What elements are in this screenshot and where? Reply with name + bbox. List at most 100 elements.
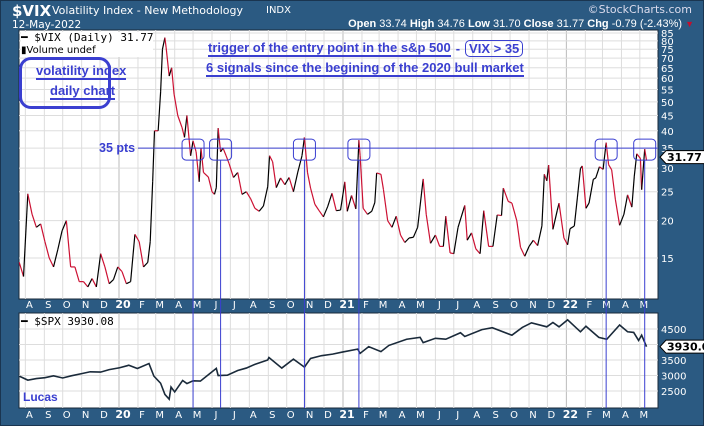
vix-segment <box>198 148 202 182</box>
vix-panel <box>18 29 659 300</box>
y-tick-label: 3000 <box>661 372 686 383</box>
x-tick-label: O <box>63 410 71 421</box>
vix-segment <box>359 155 364 209</box>
vix-segment <box>314 203 320 212</box>
vix-segment <box>195 151 200 182</box>
security-name: Volatility Index - New Methodology <box>52 4 243 17</box>
legend-line-icon: ━ <box>21 315 28 328</box>
last-value-text: 3930.08 <box>667 341 704 354</box>
x-tick-label: M <box>639 410 648 421</box>
y-tick-label: 20 <box>661 217 674 228</box>
vix-segment <box>215 128 219 188</box>
vix-segment <box>532 239 539 246</box>
vix-segment <box>165 47 170 77</box>
vix-segment <box>627 194 633 208</box>
vix-segment <box>585 202 590 209</box>
vix-segment <box>502 187 509 202</box>
x-tick-label: A <box>175 410 182 421</box>
y-tick-label: 25 <box>661 188 674 199</box>
vix-segment <box>100 253 106 268</box>
y-tick-label: 55 <box>661 85 674 96</box>
y-tick-label: 85 <box>661 29 674 40</box>
x-tick-label: J <box>455 410 459 421</box>
x-tick-label: A <box>26 410 33 421</box>
vix-segment <box>269 155 274 163</box>
vix-segment <box>516 220 522 248</box>
vix-segment <box>344 181 348 212</box>
low-label: Low <box>467 18 490 30</box>
x-tick-label: J <box>214 410 218 421</box>
vix-segment <box>631 176 635 208</box>
vix-segment <box>309 187 316 205</box>
vix-segment <box>581 165 587 209</box>
x-tick-label: A <box>250 300 257 311</box>
vix-segment <box>376 172 382 175</box>
copyright[interactable]: ©StockCharts.com <box>587 3 692 16</box>
x-tick-label: A <box>250 410 257 421</box>
vix-segment <box>464 205 468 241</box>
vix-segment <box>614 199 621 226</box>
x-tick-label: O <box>287 410 295 421</box>
vix-segment <box>220 147 224 153</box>
annotation-headline: trigger of the entry point in the s&p 50… <box>208 40 451 57</box>
vix-segment <box>470 232 477 249</box>
x-tick-label: 21 <box>339 408 354 421</box>
vix-segment <box>500 188 504 216</box>
vix-segment <box>619 214 625 226</box>
vix-segment <box>149 181 154 242</box>
vix-segment <box>134 234 140 243</box>
vix-segment <box>171 67 175 95</box>
vix-segment <box>457 205 466 228</box>
vix-segment <box>395 216 402 236</box>
vix-segment <box>350 195 357 210</box>
x-tick-label: D <box>548 300 556 311</box>
vix-segment <box>412 227 419 238</box>
vix-segment <box>177 115 183 128</box>
vix-segment <box>52 249 59 268</box>
y-tick-label: 80 <box>661 37 674 48</box>
vix-segment <box>636 153 641 159</box>
vix-segment <box>537 225 543 246</box>
vix-segment <box>573 197 578 227</box>
vix-segment <box>303 137 309 173</box>
vix-segment <box>483 210 490 247</box>
vix-segment <box>121 271 127 284</box>
vix-segment <box>48 257 55 268</box>
x-tick-label: A <box>399 300 406 311</box>
vix-segment <box>44 241 50 259</box>
vix-segment <box>245 191 252 199</box>
vix-segment <box>497 214 502 217</box>
y-tick-label: 4500 <box>661 325 686 336</box>
x-tick-label: D <box>100 410 108 421</box>
vix-segment <box>611 169 616 200</box>
vix-segment <box>31 214 37 228</box>
vix-segment <box>254 207 260 212</box>
x-tick-label: F <box>139 300 145 311</box>
spx-series-line <box>18 318 648 401</box>
vix-segment <box>87 278 93 288</box>
vix-segment <box>479 210 485 254</box>
vix-segment <box>442 216 447 247</box>
vix-segment <box>475 248 481 255</box>
vix-segment <box>22 193 29 277</box>
x-tick-label: S <box>45 300 51 311</box>
open-value: 33.74 <box>379 18 407 30</box>
vix-segment <box>425 214 432 244</box>
vix-segment <box>318 210 324 218</box>
x-tick-label: O <box>63 300 71 311</box>
x-tick-label: M <box>379 410 388 421</box>
x-tick-label: 21 <box>339 298 354 311</box>
x-tick-label: M <box>193 410 202 421</box>
vix-segment <box>297 155 303 173</box>
vix-segment <box>57 230 63 250</box>
down-arrow-icon: ▼ <box>685 19 694 29</box>
vix-segment <box>399 234 406 243</box>
y-tick-label: 50 <box>661 98 674 109</box>
vix-segment <box>301 137 306 156</box>
vix-segment <box>126 281 131 285</box>
vix-segment <box>95 253 102 287</box>
vix-segment <box>608 164 613 171</box>
y-tick-label: 40 <box>661 127 674 138</box>
annotation-volatility-index: volatility index <box>36 63 127 80</box>
vix-segment <box>275 177 282 188</box>
